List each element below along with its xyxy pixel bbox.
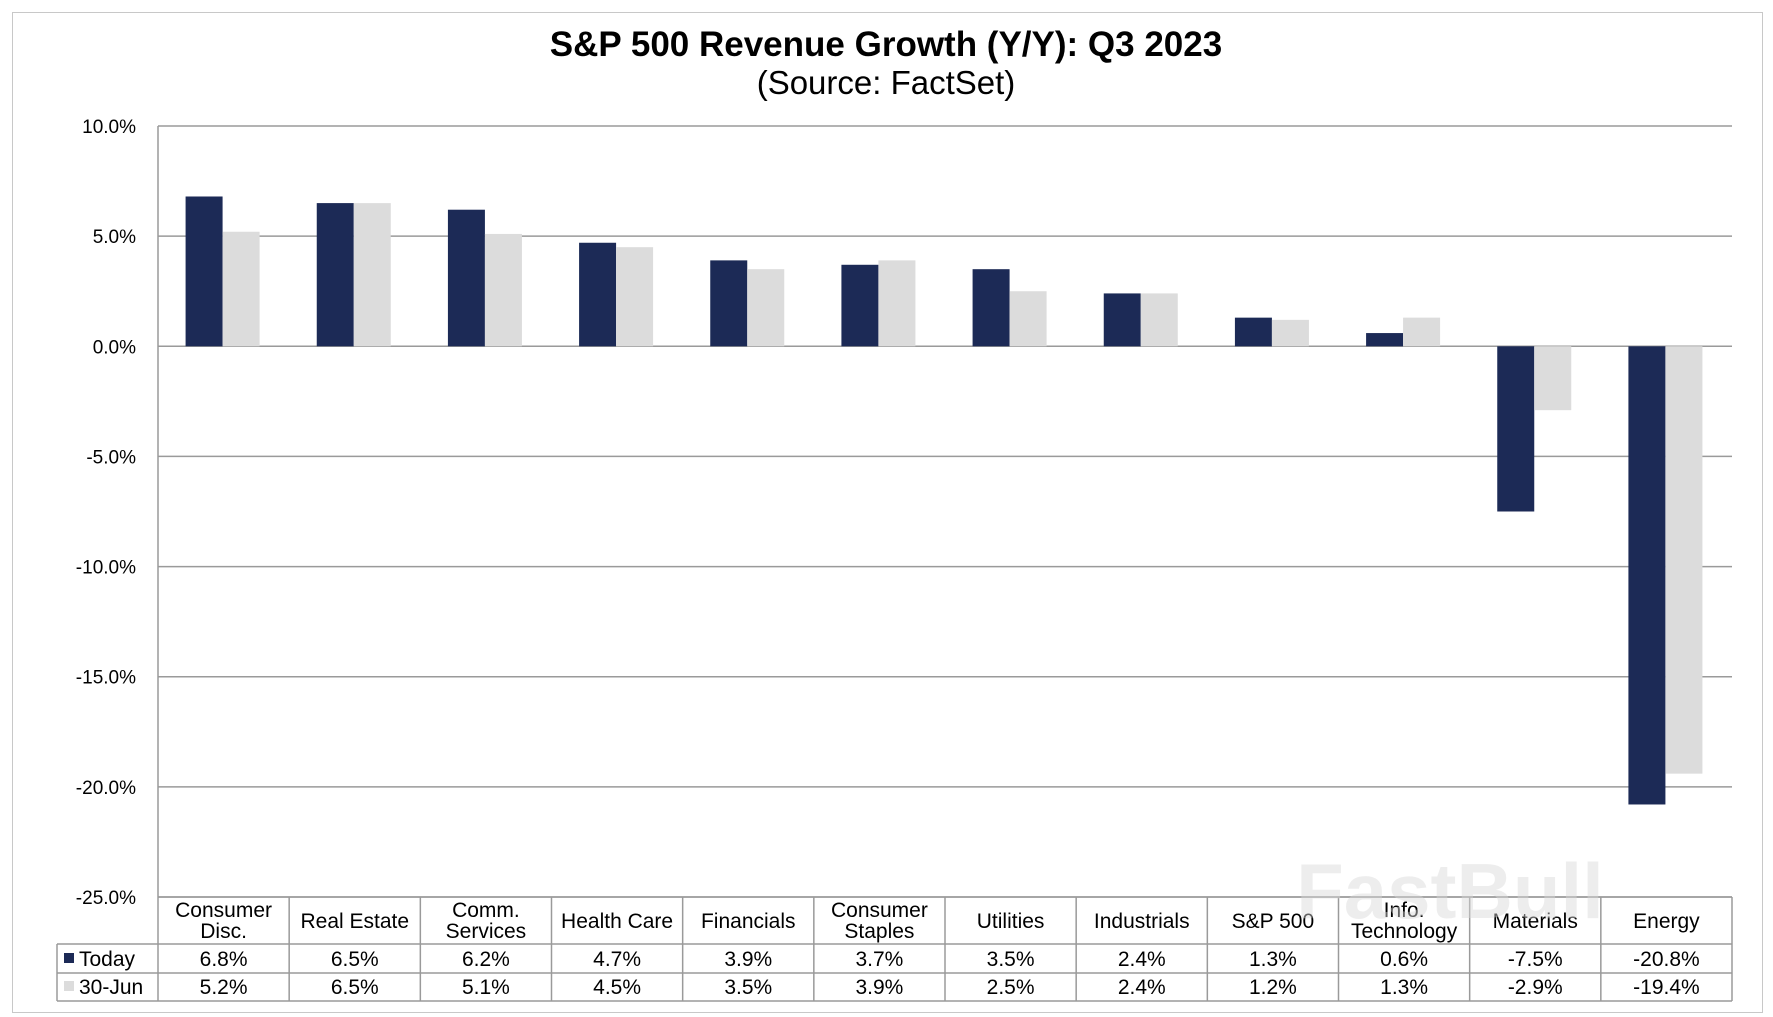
data-label: 3.5% [987, 948, 1035, 971]
data-label: -19.4% [1633, 976, 1700, 999]
data-label: 4.7% [593, 948, 641, 971]
data-label: 3.9% [724, 948, 772, 971]
data-label: 1.3% [1380, 976, 1428, 999]
category-label: Materials [1493, 910, 1578, 933]
bar-today [972, 269, 1010, 347]
category-label: Comm. Services [446, 899, 527, 943]
bars [185, 196, 1703, 805]
y-tick-label: -25.0% [76, 888, 136, 909]
y-tick-label: -15.0% [76, 668, 136, 689]
category-label: Real Estate [300, 910, 409, 933]
category-label-line: Staples [844, 920, 914, 943]
bar-today [710, 260, 748, 347]
bar-30-jun [747, 269, 785, 347]
bar-today [1628, 346, 1666, 805]
data-label: 0.6% [1380, 948, 1428, 971]
y-tick-label: -20.0% [76, 778, 136, 799]
data-label: 2.4% [1118, 948, 1166, 971]
category-label: Info. Technology [1351, 899, 1458, 943]
data-label: 2.4% [1118, 976, 1166, 999]
y-tick-label: -10.0% [76, 558, 136, 579]
data-label: 3.5% [724, 976, 772, 999]
data-label: -20.8% [1633, 948, 1700, 971]
bar-today [316, 203, 354, 347]
category-label-line: Disc. [200, 920, 247, 943]
data-label: 1.2% [1249, 976, 1297, 999]
category-label: Health Care [561, 910, 673, 933]
category-label-line: Services [446, 920, 527, 943]
bar-30-jun [1403, 317, 1441, 347]
data-label: 6.8% [200, 948, 248, 971]
bar-30-jun [878, 260, 916, 347]
bar-today [185, 196, 223, 347]
category-label: Financials [701, 910, 796, 933]
data-label: -2.9% [1508, 976, 1563, 999]
data-label: 3.9% [855, 976, 903, 999]
legend-swatch-30-jun [64, 981, 74, 991]
data-label: 6.2% [462, 948, 510, 971]
gridlines [157, 125, 1732, 898]
y-tick-label: 5.0% [93, 227, 136, 248]
bar-30-jun [222, 231, 260, 347]
bar-today [1103, 293, 1141, 347]
bar-today [1497, 346, 1535, 512]
bar-30-jun [484, 233, 522, 347]
category-label: Industrials [1094, 910, 1190, 933]
category-label: Energy [1633, 910, 1700, 933]
bar-30-jun [1140, 293, 1178, 347]
category-label: Consumer Staples [831, 899, 928, 943]
bar-today [1234, 317, 1272, 347]
bar-30-jun [1009, 291, 1047, 347]
data-label: 2.5% [987, 976, 1035, 999]
data-label: 5.1% [462, 976, 510, 999]
y-tick-label: -5.0% [86, 447, 136, 468]
bar-today [841, 264, 879, 347]
data-label: 6.5% [331, 948, 379, 971]
category-label-line: Technology [1351, 920, 1458, 943]
bar-today [447, 209, 485, 347]
category-label-line: Consumer [175, 899, 272, 922]
category-label: S&P 500 [1232, 910, 1315, 933]
data-table: Consumer Disc. Real Estate Comm. Services Hea… [56, 896, 1733, 1002]
legend-swatch-today [64, 953, 74, 963]
data-label: 3.7% [855, 948, 903, 971]
category-label-line: Info. [1384, 899, 1425, 922]
legend-label: Today [79, 948, 136, 971]
y-axis-ticks: 10.0% 5.0% 0.0% -5.0% -10.0% -15.0% -20.0% -25.… [76, 117, 136, 909]
category-label-line: Comm. [452, 899, 520, 922]
bar-today [579, 242, 617, 347]
bar-30-jun [1534, 346, 1572, 411]
data-label: 4.5% [593, 976, 641, 999]
watermark: FastBull [1296, 847, 1604, 935]
legend-label: 30-Jun [79, 976, 143, 999]
category-label: Utilities [977, 910, 1045, 933]
chart-frame [12, 12, 1763, 1013]
bar-30-jun [616, 247, 654, 347]
bar-30-jun [353, 203, 391, 347]
category-label-line: Consumer [831, 899, 928, 922]
bar-30-jun [1665, 346, 1703, 774]
bar-30-jun [1271, 319, 1309, 347]
data-label: 1.3% [1249, 948, 1297, 971]
chart-subtitle: (Source: FactSet) [757, 64, 1016, 101]
y-tick-label: 10.0% [82, 117, 136, 138]
category-label: Consumer Disc. [175, 899, 272, 943]
chart-title: S&P 500 Revenue Growth (Y/Y): Q3 2023 [550, 25, 1222, 64]
data-label: -7.5% [1508, 948, 1563, 971]
data-label: 5.2% [200, 976, 248, 999]
data-label: 6.5% [331, 976, 379, 999]
y-tick-label: 0.0% [93, 337, 136, 358]
bar-today [1366, 333, 1404, 347]
